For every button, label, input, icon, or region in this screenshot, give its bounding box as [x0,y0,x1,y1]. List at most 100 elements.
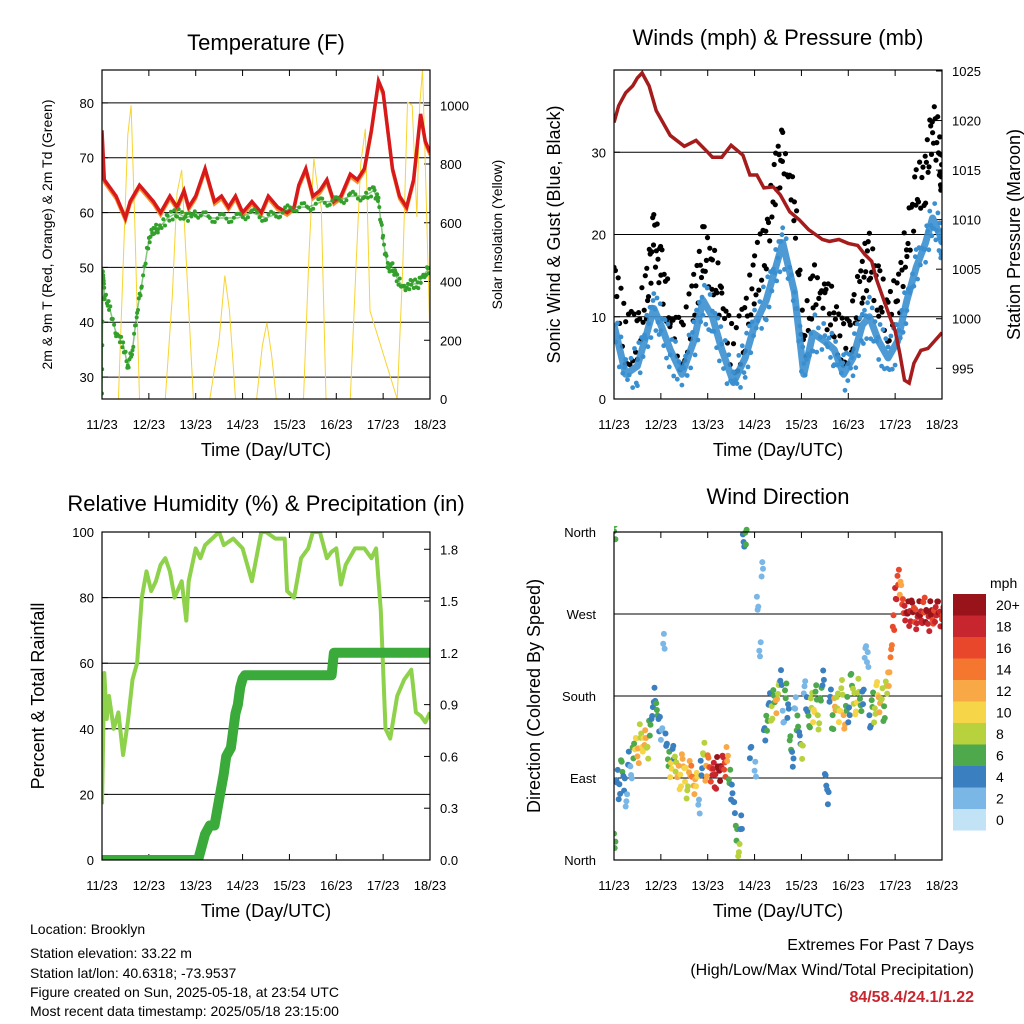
gust-point [715,260,721,266]
direction-point [731,799,738,806]
2m-td-point [141,273,146,278]
2m-td-point [152,231,157,236]
gust-point [691,271,697,277]
direction-point [678,751,685,758]
gust-point [645,297,651,304]
2m-td-point [427,266,430,271]
2m-td-point [416,286,421,291]
y-tick-label: 0 [87,853,94,868]
y2-axis-label: Station Pressure (Maroon) [1004,129,1024,340]
direction-point [646,732,653,739]
direction-point [815,726,822,733]
x-tick-label: 13/23 [691,417,724,432]
direction-point [858,708,865,715]
y2-tick-label: 1.2 [440,646,458,661]
gust-point [871,297,877,304]
2m-td-point [169,209,173,214]
gust-point [714,290,720,296]
gust-point [637,316,643,322]
wind-point [753,325,759,331]
direction-point [812,688,819,695]
direction-point [757,653,763,660]
direction-point [702,777,709,784]
direction-point [826,698,833,705]
wind-point [699,294,705,300]
2m-td-point [302,201,307,206]
speed-colorbar: mph 20+ 18 16 14 12 10 8 6 4 2 0 [953,575,1020,831]
direction-point [878,696,885,702]
wind-point [889,366,895,372]
wind-point [932,201,938,207]
2m-td-point [297,205,302,210]
2m-td-point [224,216,229,221]
colorbar-label: 8 [996,726,1004,742]
wind-point [842,387,848,393]
x-tick-label: 11/23 [86,878,118,893]
wind-point [665,321,671,327]
wind-point [864,336,869,342]
direction-point [792,694,799,701]
2m-td-point [413,277,418,282]
2m-td-point [311,206,316,211]
direction-point [645,755,652,762]
direction-point [667,759,674,766]
direction-point [848,670,855,677]
wind-point [899,308,905,313]
wind-point [666,364,672,370]
gust-point [712,247,718,253]
direction-point [707,778,714,785]
gust-point [839,315,845,321]
wind-point [661,343,667,349]
direction-point [660,640,667,647]
winds-pressure-panel: Winds (mph) & Pressure (mb) 11/23 12/23 13/… [544,25,1024,460]
x-tick-label: 15/23 [273,878,306,893]
gust-point [879,309,885,315]
wind-point [833,339,838,344]
y2-tick-label: 0.6 [440,749,458,764]
direction-point [738,825,745,832]
direction-point [874,679,881,685]
gust-point [919,174,925,181]
direction-point [710,759,717,766]
2m-td-point [126,365,131,370]
wind-point [849,355,855,360]
2m-td-point [148,234,153,239]
2m-td-point [306,205,311,210]
gust-point [704,235,711,241]
direction-point [794,712,801,719]
direction-point [868,697,875,704]
2m-td-point [418,280,423,285]
wind-point [885,344,891,350]
elevation-text: Station elevation: 33.22 m [30,945,192,961]
gust-point [729,320,735,327]
2m-td-point [124,359,129,364]
colorbar-swatch [953,658,986,680]
direction-point [625,748,632,755]
y2-tick-label: 1000 [440,98,469,113]
wind-point [794,306,800,311]
gust-point [860,295,866,301]
wind-point [935,210,941,216]
direction-point [896,591,903,598]
gust-point [905,240,911,247]
wind-point [897,335,903,341]
wind-point [747,323,752,329]
2m-td-point [406,281,410,286]
wind-point [900,329,906,335]
gust-point [887,288,894,295]
direction-point [731,810,738,817]
direction-point [822,772,829,779]
gust-point [900,283,906,290]
2m-td-point [426,271,430,276]
solar-insolation-line [102,70,430,399]
gust-point [827,322,834,328]
wind-point [829,330,835,336]
wind-point [745,364,751,370]
direction-point [814,712,821,719]
direction-point [742,541,749,548]
colorbar-swatch [953,766,986,788]
2m-td-point [212,220,217,224]
direction-point [876,709,883,716]
direction-point [696,810,703,817]
gust-point [645,294,652,300]
